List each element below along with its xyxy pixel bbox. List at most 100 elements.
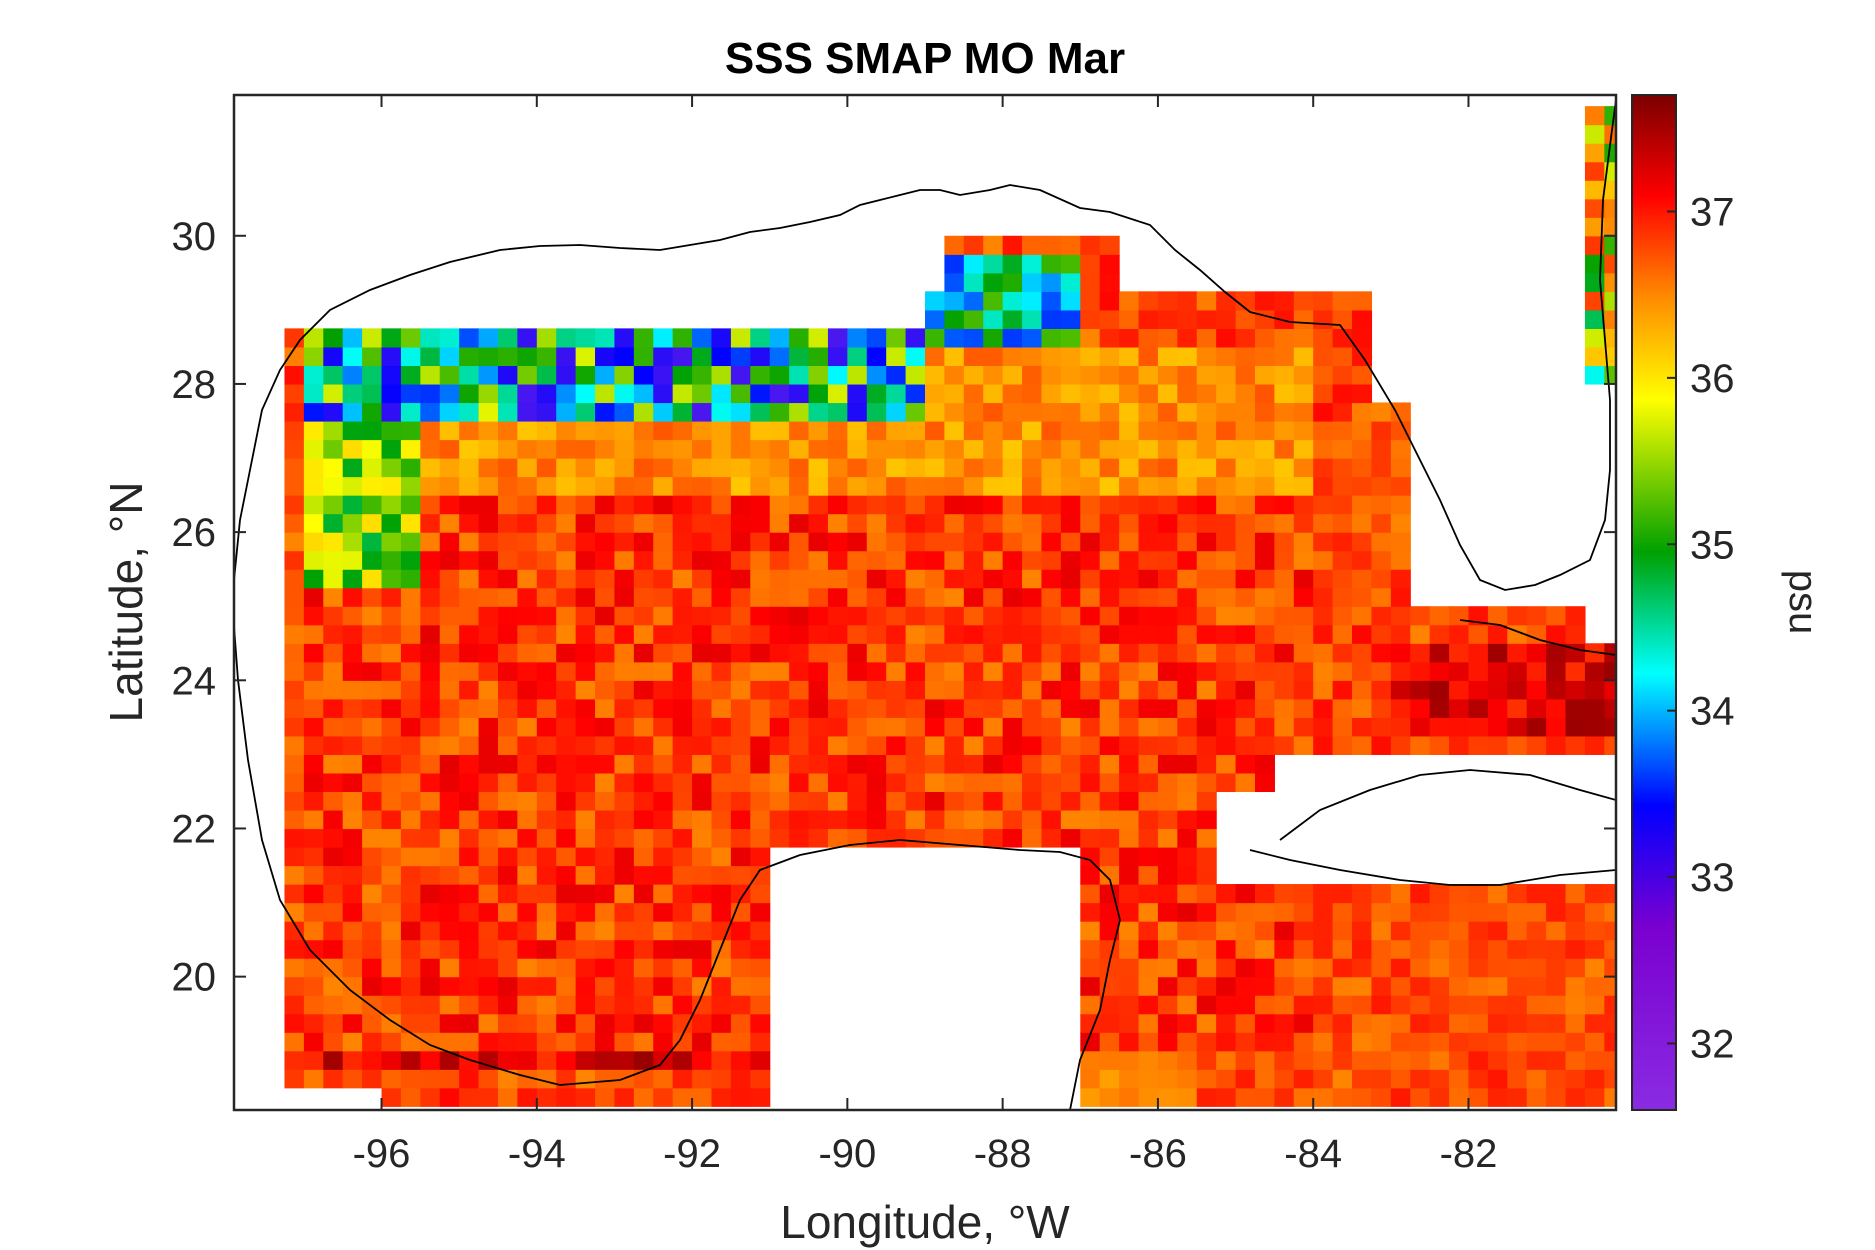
sss-cell (1449, 1087, 1470, 1107)
sss-cell (847, 476, 868, 496)
sss-cell (400, 1013, 421, 1033)
sss-cell (1449, 717, 1470, 737)
sss-cell (1449, 624, 1470, 644)
sss-cell (1022, 680, 1043, 700)
sss-cell (847, 495, 868, 515)
sss-cell (497, 976, 518, 996)
sss-cell (1235, 383, 1256, 404)
sss-cell (556, 884, 577, 904)
sss-cell (556, 735, 577, 755)
sss-cell (808, 513, 829, 533)
sss-cell (362, 958, 383, 978)
sss-cell (1041, 365, 1062, 385)
sss-cell (827, 809, 848, 830)
sss-cell (1604, 124, 1616, 144)
sss-cell (653, 1032, 674, 1052)
sss-cell (595, 606, 616, 626)
sss-cell (614, 569, 635, 589)
sss-cell (1604, 254, 1616, 274)
sss-cell (808, 772, 829, 793)
sss-cell (1235, 1013, 1256, 1033)
sss-cell (983, 513, 1004, 533)
sss-cell (381, 365, 402, 385)
sss-cell (1138, 420, 1159, 441)
sss-cell (536, 791, 557, 811)
sss-cell (284, 995, 305, 1015)
sss-cell (672, 587, 693, 607)
sss-cell (1604, 1069, 1616, 1089)
sss-cell (1274, 902, 1295, 922)
sss-cell (1584, 106, 1605, 126)
sss-cell (420, 1069, 441, 1089)
coastline-cuba (1249, 769, 1616, 886)
sss-cell (1099, 272, 1120, 292)
sss-cell (633, 958, 654, 978)
sss-cell (595, 939, 616, 959)
sss-cell (342, 865, 363, 885)
sss-cell (342, 495, 363, 515)
sss-cell (1313, 921, 1334, 941)
sss-cell (983, 606, 1004, 626)
sss-cell (556, 680, 577, 700)
sss-cell (439, 532, 460, 552)
sss-cell (1157, 828, 1178, 848)
sss-cell (323, 995, 344, 1015)
sss-cell (1352, 383, 1373, 404)
sss-cell (1410, 902, 1431, 922)
sss-cell (362, 1013, 383, 1033)
sss-cell (808, 458, 829, 478)
sss-cell (886, 532, 907, 552)
sss-cell (1293, 495, 1314, 515)
sss-cell (381, 791, 402, 811)
sss-cell (983, 272, 1004, 292)
sss-cell (1584, 346, 1605, 367)
sss-cell (439, 1050, 460, 1070)
sss-cell (303, 328, 324, 348)
sss-cell (303, 865, 324, 885)
sss-cell (711, 754, 732, 774)
sss-cell (1371, 939, 1392, 959)
sss-cell (692, 884, 713, 904)
sss-cell (1022, 828, 1043, 848)
sss-cell (362, 383, 383, 404)
sss-cell (1080, 606, 1101, 626)
sss-cell (944, 550, 965, 570)
sss-cell (497, 939, 518, 959)
sss-cell (400, 328, 421, 348)
sss-cell (1332, 1050, 1353, 1070)
sss-cell (1332, 513, 1353, 533)
sss-cell (1313, 291, 1334, 311)
sss-cell (1177, 606, 1198, 626)
sss-cell (1119, 309, 1140, 329)
sss-cell (342, 365, 363, 385)
sss-cell (323, 606, 344, 626)
sss-cell (342, 550, 363, 570)
sss-cell (381, 902, 402, 922)
sss-cell (1526, 624, 1547, 644)
sss-cell (303, 661, 324, 681)
sss-cell (517, 420, 538, 441)
sss-cell (1390, 735, 1411, 755)
sss-cell (983, 643, 1004, 663)
sss-cell (1274, 291, 1295, 311)
sss-cell (1002, 346, 1023, 367)
sss-cell (1313, 884, 1334, 904)
sss-cell (633, 717, 654, 737)
sss-cell (420, 328, 441, 348)
sss-cell (1604, 1032, 1616, 1052)
sss-cell (575, 532, 596, 552)
sss-cell (1099, 1013, 1120, 1033)
sss-cell (1119, 346, 1140, 367)
sss-cell (653, 402, 674, 422)
sss-cell (1604, 884, 1616, 904)
colorbar (1631, 94, 1677, 1111)
sss-cell (672, 328, 693, 348)
sss-cell (284, 884, 305, 904)
sss-cell (789, 513, 810, 533)
sss-cell (614, 624, 635, 644)
sss-cell (1216, 921, 1237, 941)
sss-cell (1293, 902, 1314, 922)
sss-cell (303, 772, 324, 793)
y-tick-label: 24 (172, 659, 217, 703)
sss-cell (827, 828, 848, 848)
